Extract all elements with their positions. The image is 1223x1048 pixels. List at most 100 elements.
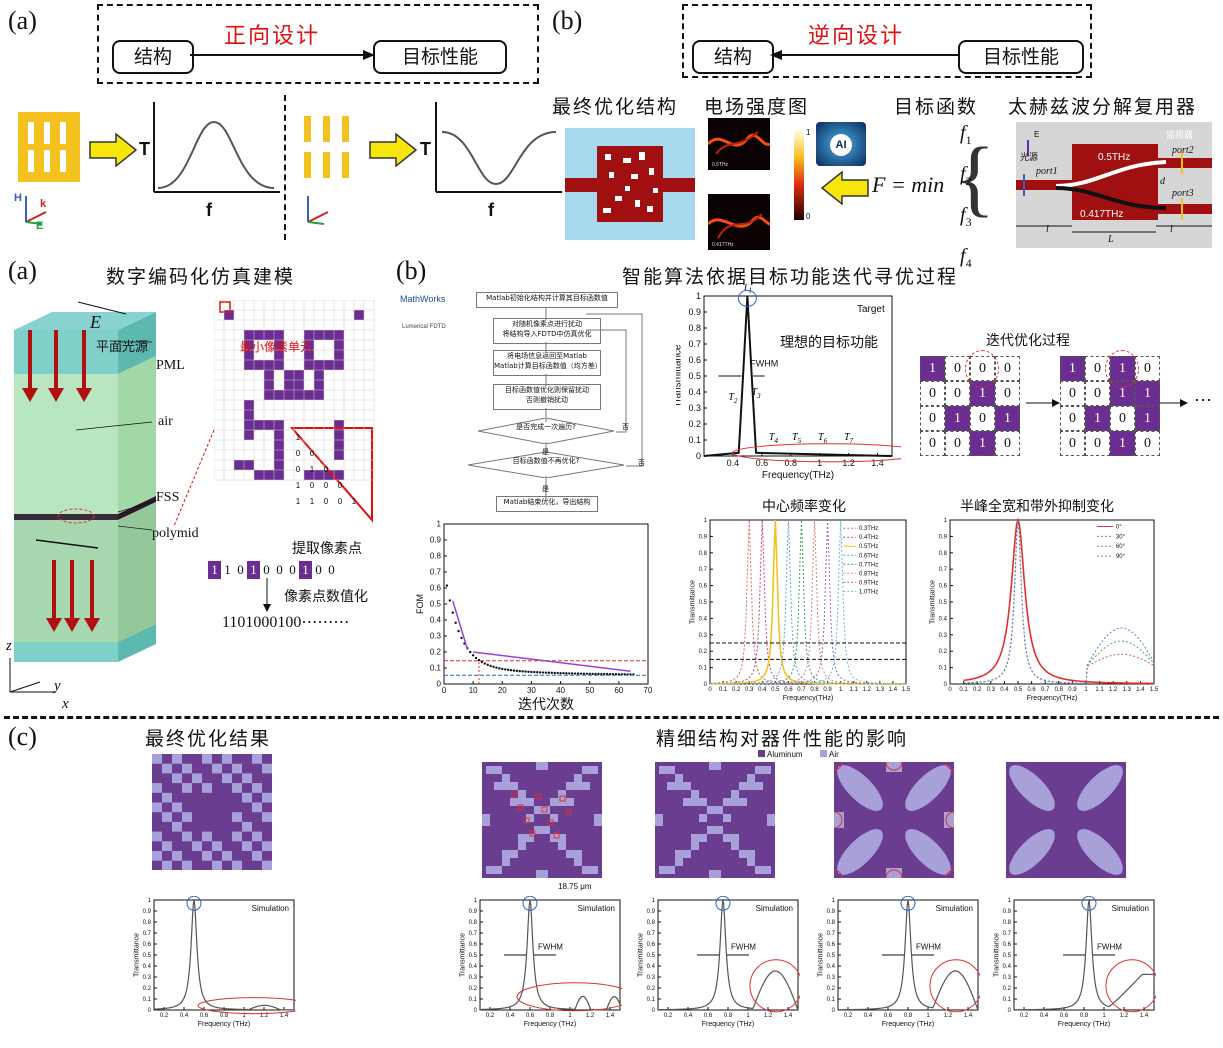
cell-pixel [232, 763, 242, 774]
cell-pixel [222, 754, 232, 764]
cell-pixel [172, 851, 182, 861]
fom-point [533, 670, 536, 674]
cell-edge [655, 814, 663, 826]
ideal-target-label: 理想的目标功能 [780, 335, 878, 351]
bandpass-curve [153, 102, 280, 193]
cell-pixel [731, 842, 739, 850]
bit-cell: 1 [247, 561, 260, 579]
legend-entry: 0.5THz [859, 544, 878, 550]
iter-cell: 0 [1060, 381, 1085, 406]
cell-pixel [747, 850, 755, 858]
y-tick-label: 0.8 [688, 323, 701, 333]
fom-point [469, 650, 472, 654]
e-field-label: E [36, 220, 44, 232]
cell-pixel [550, 798, 558, 806]
sim-curve [837, 899, 979, 1011]
x-tick-label: 0.2 [664, 1013, 673, 1019]
y-tick-label: 0.8 [647, 920, 656, 926]
iter-cell: 0 [1085, 431, 1110, 456]
y-tick-label: 0.9 [688, 307, 701, 317]
iter-cell: 0 [995, 431, 1020, 456]
bit-cell: 0 [276, 562, 283, 577]
cell-pixel [731, 834, 739, 842]
y-tick-label: 0.6 [469, 942, 478, 948]
cell-pixel [202, 831, 212, 842]
peak-circle [1081, 896, 1097, 911]
y-axis-label: Transmittance [637, 933, 644, 977]
t-point-sub: 1 [748, 287, 752, 295]
simulation-transmittance-chart: 0.2 0.4 0.6 0.8 1 1.2 1.4 0 0.1 0.2 0.3 0.4 0.5 0.6 0.… [637, 896, 800, 1028]
f4-sub: 4 [965, 256, 972, 270]
panel-label-bot-c: (c) [8, 722, 37, 751]
cell-pixel [172, 821, 182, 832]
iter-cell: 1 [1110, 431, 1135, 456]
defect-mark [535, 793, 542, 800]
cell-pixel [510, 782, 518, 790]
x-tick-label: 0.6 [1027, 687, 1036, 693]
cell-pixel [212, 860, 222, 870]
pml-label: PML [156, 358, 185, 373]
x-tick-label: 1 [926, 1013, 930, 1019]
y-tick-label: 1 [696, 291, 701, 301]
fom-point [518, 669, 521, 673]
f2-symbol: f [960, 163, 966, 185]
demux-freq2: 0.417THz [1080, 209, 1124, 220]
y-tick-label: 0.7 [143, 931, 152, 937]
mathworks-logo: MathWorks [400, 294, 446, 304]
y-tick-label: 0.3 [699, 633, 708, 639]
y-tick-label: 0 [437, 680, 442, 689]
y-tick-label: 0.7 [647, 931, 656, 937]
grid-bit: 1 [310, 497, 315, 506]
y-tick-label: 0 [474, 1008, 478, 1014]
flow-step: 对随机像素点进行扰动 将结构导入FDTD中仿真优化 [493, 318, 601, 344]
plane-source-label: 平面光源 [96, 340, 149, 355]
demux-d: d [1160, 176, 1165, 187]
simulation-label: Simulation [936, 904, 973, 913]
t-point-label: T1 [743, 284, 752, 295]
grid-bit: 0 [324, 497, 329, 506]
cell-pixel [755, 766, 763, 774]
cell-pixel [566, 850, 574, 858]
iter-cell: 1 [1060, 356, 1085, 381]
x-tick-label: 60 [614, 686, 623, 695]
simulation-transmittance-chart: 0.2 0.4 0.6 0.8 1 1.2 1.4 0 0.1 0.2 0.3 0.4 0.5 0.6 0.… [459, 896, 622, 1028]
highlight-circle [965, 350, 999, 388]
x-tick-label: 0.6 [784, 687, 793, 693]
fom-point [486, 663, 489, 667]
legend-entry: 0.9THz [859, 580, 878, 586]
cell-pixel [162, 841, 172, 851]
cell-pixel [747, 782, 755, 790]
defect-mark [559, 795, 566, 802]
ai-badge: AI [830, 134, 852, 156]
y-tick-label: 1 [832, 898, 836, 904]
axis-icon-1 [25, 196, 47, 225]
y-tick-label: 0.6 [939, 584, 948, 590]
x-tick-label: 1.2 [842, 458, 855, 468]
cell-pixel [731, 798, 739, 806]
fom-point [568, 672, 571, 675]
cell-pixel [747, 774, 755, 782]
x-axis-label: Frequency (THz) [198, 1021, 251, 1028]
iter-cell: 0 [920, 431, 945, 456]
t-point-label: T4 [769, 432, 779, 445]
x-tick-label: 0.7 [1041, 687, 1050, 693]
y-axis-label: FOM [415, 594, 425, 614]
fom-point [556, 671, 559, 675]
bot-title-right: 精细结构对器件性能的影响 [656, 728, 909, 750]
x-tick-label: 0 [948, 687, 952, 693]
cell-pixel [763, 866, 771, 874]
y-tick-label: 0.5 [699, 600, 708, 606]
y-tick-label: 0.3 [430, 632, 442, 641]
y-tick-label: 0.2 [1003, 986, 1012, 992]
axis-z: z [6, 638, 12, 654]
fom-chart: 0 10 20 30 40 50 60 70 0 0.1 0.2 0.3 0.4 0.5 0.6 0.7 0.8… [415, 520, 653, 695]
grid-bit: 1 [352, 497, 357, 506]
y-tick-label: 0.6 [430, 584, 442, 593]
x-tick-label: 0.2 [486, 1013, 495, 1019]
y-tick-label: 0.2 [647, 986, 656, 992]
peak-circle [737, 289, 757, 307]
x-tick-label: 1.4 [606, 1013, 615, 1019]
fom-point [588, 672, 591, 676]
fom-point [509, 669, 513, 672]
fom-point [603, 672, 606, 676]
